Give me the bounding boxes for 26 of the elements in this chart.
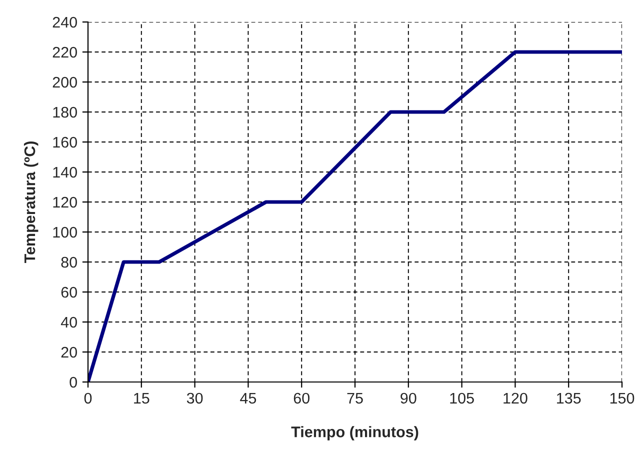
y-tick-label: 120 (53, 196, 77, 208)
x-tick-label: 60 (294, 392, 310, 404)
x-tick-label: 75 (347, 392, 363, 404)
y-tick-label: 180 (53, 106, 77, 118)
x-tick-label: 45 (240, 392, 256, 404)
y-tick-label: 80 (61, 256, 77, 268)
y-tick-label: 140 (53, 166, 77, 178)
y-axis-title: Temperatura (ºC) (24, 142, 38, 264)
y-tick-label: 20 (61, 346, 77, 358)
x-tick-label: 15 (134, 392, 150, 404)
x-tick-label: 135 (557, 392, 581, 404)
x-tick-label: 30 (186, 392, 203, 404)
y-tick-label: 160 (53, 136, 77, 148)
y-tick-label: 220 (52, 46, 77, 58)
x-tick-label: 0 (84, 392, 92, 404)
x-tick-label: 105 (450, 392, 474, 404)
y-tick-label: 200 (52, 76, 77, 88)
y-tick-label: 100 (53, 226, 77, 238)
x-tick-label: 90 (400, 392, 416, 404)
x-tick-label: 120 (504, 392, 528, 404)
x-axis-title: Tiempo (minutos) (291, 426, 418, 440)
y-tick-label: 240 (52, 16, 77, 28)
y-tick-label: 60 (61, 286, 77, 298)
y-tick-label: 40 (60, 316, 77, 328)
x-tick-label: 150 (610, 392, 634, 404)
y-tick-label: 0 (70, 376, 77, 388)
